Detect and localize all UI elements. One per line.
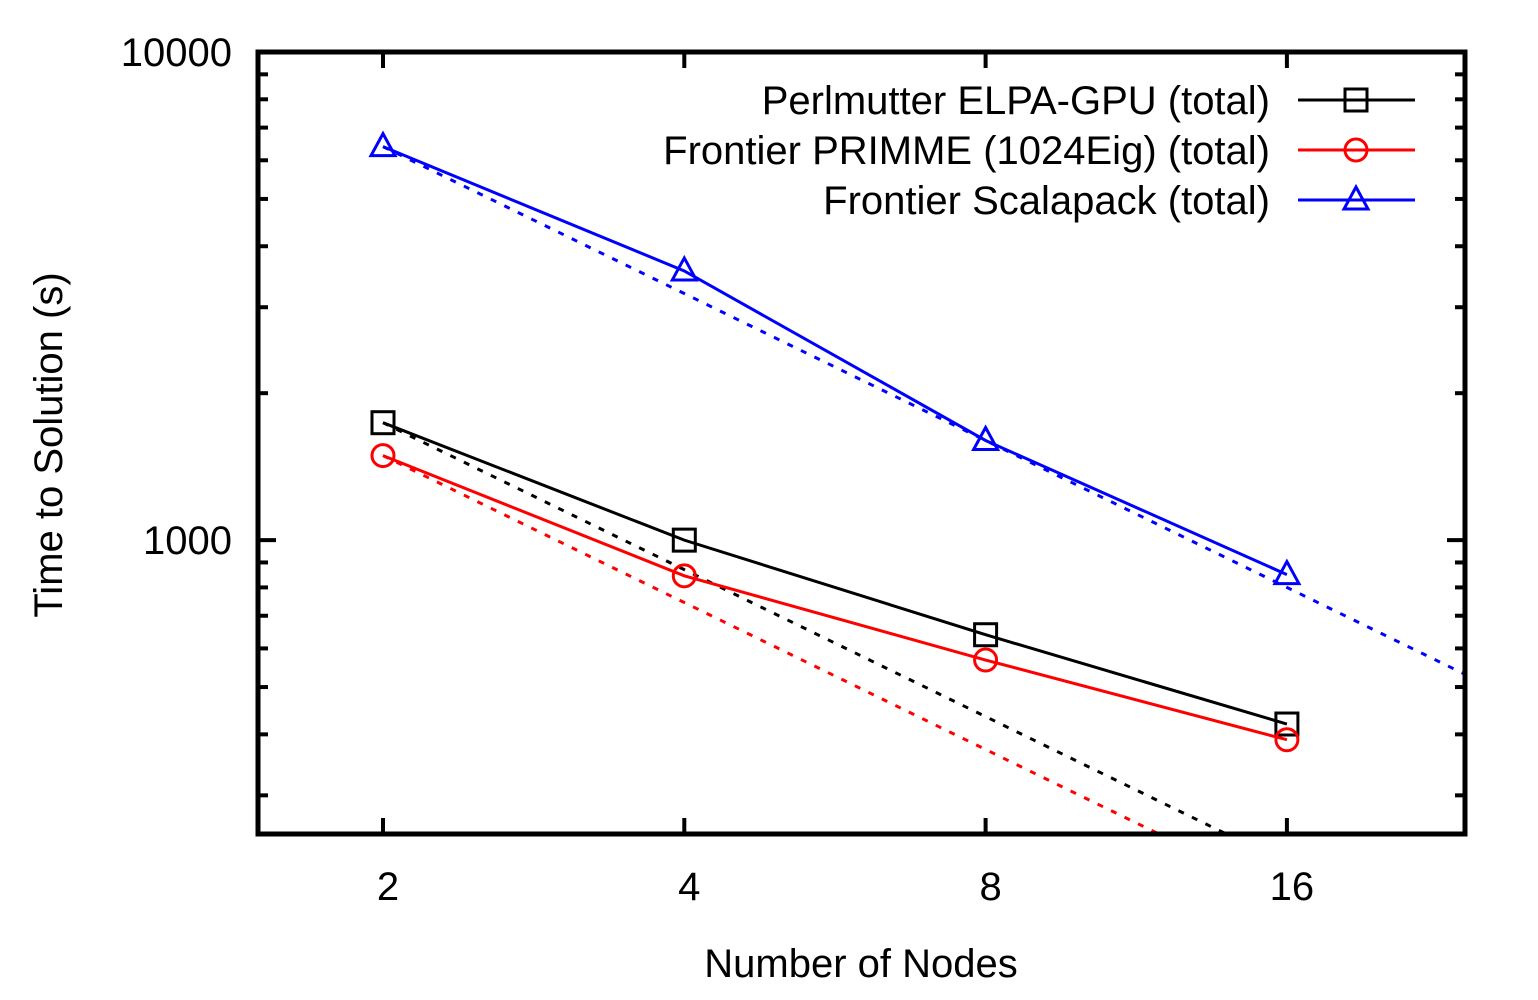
point-1-3 [1274, 727, 1300, 753]
x-tick-label-0: 2 [377, 865, 399, 909]
legend: Perlmutter ELPA-GPU (total) Frontier PRIM… [663, 79, 1415, 223]
point-2-2 [971, 424, 1001, 451]
series-0 [370, 410, 1300, 737]
ideal-line-1 [382, 454, 1163, 834]
x-tick-label-1: 4 [678, 865, 700, 909]
point-0-3 [1274, 711, 1300, 737]
x-tick-label-3: 16 [1270, 865, 1315, 909]
point-2-0 [368, 130, 398, 158]
y-axis-title: Time to Solution (s) [27, 272, 71, 617]
series-line-2 [382, 145, 1288, 576]
legend-label-0: Perlmutter ELPA-GPU (total) [762, 79, 1270, 123]
point-2-1 [669, 254, 699, 282]
legend-marker-1 [1343, 137, 1369, 163]
legend-marker-2 [1341, 183, 1371, 211]
point-0-1 [671, 527, 697, 553]
y-tick-label-1: 10000 [121, 31, 232, 75]
series-lines [368, 130, 1302, 753]
legend-marker-0 [1343, 87, 1369, 113]
point-0-2 [973, 622, 999, 648]
x-tick-label-2: 8 [979, 865, 1001, 909]
ideal-scaling-lines [382, 145, 1464, 834]
series-line-1 [382, 454, 1288, 742]
point-2-3 [1272, 558, 1302, 586]
point-1-1 [671, 563, 697, 589]
y-tick-label-0: 1000 [143, 519, 232, 563]
series-line-0 [382, 421, 1288, 726]
point-1-2 [973, 647, 999, 673]
legend-label-2: Frontier Scalapack (total) [823, 179, 1270, 223]
axes: 2 4 8 16 1000 10000 [121, 31, 1468, 909]
series-1 [370, 443, 1300, 753]
legend-label-1: Frontier PRIMME (1024Eig) (total) [663, 129, 1270, 173]
series-2 [368, 130, 1302, 586]
x-axis-title: Number of Nodes [704, 942, 1017, 986]
ideal-line-2 [382, 145, 1464, 675]
point-0-0 [370, 410, 396, 436]
point-1-0 [370, 443, 396, 469]
plot-frame [255, 49, 1468, 837]
ideal-line-0 [382, 421, 1230, 834]
